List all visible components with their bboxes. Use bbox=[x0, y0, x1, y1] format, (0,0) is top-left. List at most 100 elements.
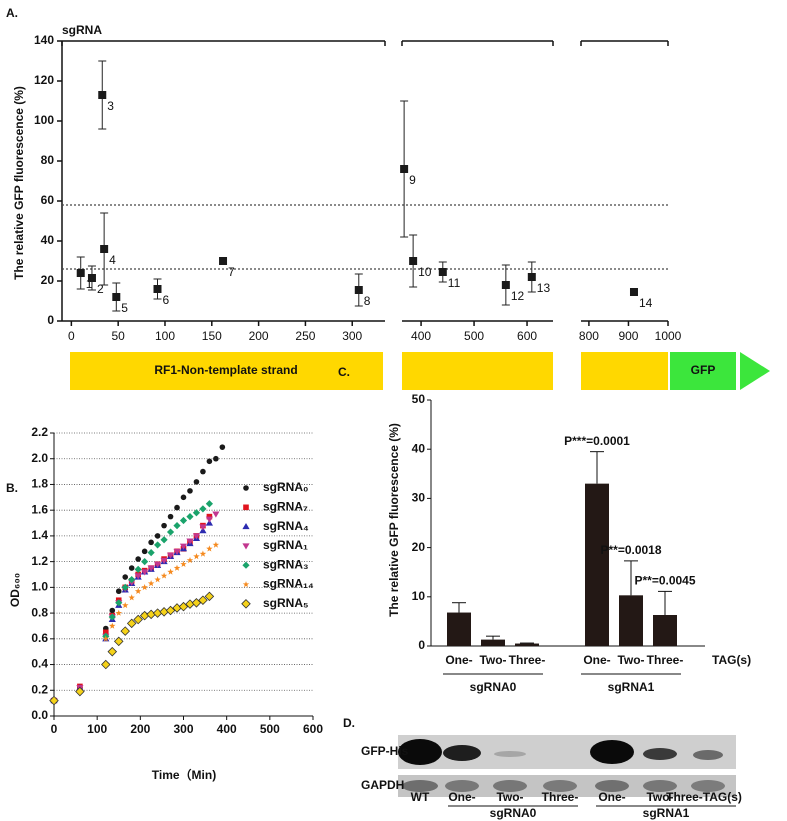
point-label: 7 bbox=[228, 265, 235, 279]
point bbox=[154, 561, 162, 568]
point bbox=[186, 557, 194, 564]
point bbox=[148, 539, 154, 546]
point-label: 6 bbox=[162, 293, 169, 307]
x-tick-label: 200 bbox=[249, 329, 269, 343]
x-tick-label: 50 bbox=[111, 329, 125, 343]
point-label: 3 bbox=[107, 99, 114, 113]
panel-label: D. bbox=[343, 716, 355, 730]
point bbox=[147, 565, 155, 572]
point-label: 13 bbox=[537, 281, 551, 295]
point bbox=[193, 553, 200, 560]
y-tick-label: 0 bbox=[47, 313, 54, 327]
lane-label: One- bbox=[448, 790, 475, 804]
point bbox=[219, 444, 226, 450]
legend-label: sgRNA₃ bbox=[263, 557, 309, 571]
x-tick-label: 100 bbox=[87, 722, 107, 736]
point bbox=[199, 550, 207, 557]
point bbox=[121, 583, 129, 591]
bar bbox=[481, 639, 505, 646]
bar bbox=[585, 483, 609, 646]
point bbox=[126, 618, 137, 629]
point bbox=[108, 613, 116, 621]
point bbox=[173, 564, 181, 571]
band bbox=[493, 780, 527, 792]
point bbox=[141, 584, 148, 591]
y-tick-label: 1.4 bbox=[31, 528, 48, 542]
point bbox=[115, 609, 122, 616]
legend-marker bbox=[241, 599, 251, 609]
y-tick-label: 40 bbox=[41, 233, 55, 247]
x-tick-label: 400 bbox=[411, 329, 431, 343]
western-blot bbox=[398, 735, 736, 807]
bar bbox=[515, 643, 539, 646]
point-label: 14 bbox=[639, 296, 653, 310]
point-label: 1 bbox=[86, 277, 93, 291]
point bbox=[160, 557, 168, 564]
lane-label: Two- bbox=[646, 790, 673, 804]
point bbox=[354, 286, 363, 294]
y-tick-label: 30 bbox=[412, 491, 426, 505]
y-tick-label: 40 bbox=[412, 441, 426, 455]
x-tick-label: 1000 bbox=[655, 329, 682, 343]
point bbox=[107, 646, 118, 657]
point bbox=[199, 505, 207, 513]
point bbox=[103, 629, 109, 636]
annotation: P***=0.0001 bbox=[564, 434, 630, 448]
band bbox=[494, 751, 526, 757]
point bbox=[527, 273, 536, 281]
y-tick-label: 60 bbox=[41, 193, 55, 207]
x-tick-label: One- bbox=[583, 653, 610, 667]
y-tick-label: 50 bbox=[412, 392, 426, 406]
y-tick-label: 2.0 bbox=[31, 451, 48, 465]
x-tick-label: Three- bbox=[647, 653, 684, 667]
x-tick-label: 600 bbox=[517, 329, 537, 343]
bar bbox=[447, 612, 471, 646]
point bbox=[115, 588, 122, 595]
point bbox=[102, 635, 109, 642]
point bbox=[141, 569, 149, 576]
y-tick-label: 0.8 bbox=[31, 605, 48, 619]
point bbox=[199, 524, 207, 531]
point-label: 5 bbox=[121, 301, 128, 315]
point-label: 12 bbox=[511, 289, 525, 303]
point bbox=[206, 545, 213, 552]
annotation: P**=0.0045 bbox=[634, 574, 695, 588]
point-label: 10 bbox=[418, 265, 432, 279]
y-tick-label: 0.2 bbox=[31, 682, 48, 696]
point bbox=[120, 626, 130, 636]
x-tick-label: 900 bbox=[618, 329, 638, 343]
point bbox=[134, 587, 142, 594]
x-axis-title: sgRNA bbox=[62, 23, 102, 37]
group-label: sgRNA1 bbox=[643, 806, 690, 820]
legend-marker bbox=[243, 485, 249, 491]
point bbox=[113, 636, 124, 647]
point bbox=[134, 573, 142, 580]
x-tick-label: 300 bbox=[342, 329, 362, 343]
lane-label: One- bbox=[598, 790, 625, 804]
legend-marker bbox=[242, 561, 250, 569]
x-tick-label: 800 bbox=[579, 329, 599, 343]
point bbox=[112, 293, 121, 301]
point bbox=[154, 576, 161, 583]
point bbox=[186, 513, 194, 521]
y-tick-label: 1.2 bbox=[31, 554, 48, 568]
point bbox=[167, 513, 174, 520]
y-tick-label: 0 bbox=[418, 638, 425, 652]
y-tick-label: 20 bbox=[412, 540, 426, 554]
x-axis-title: Time（Min) bbox=[152, 767, 216, 782]
gene-block bbox=[70, 352, 383, 390]
legend-marker bbox=[243, 504, 249, 511]
point bbox=[205, 516, 213, 523]
band bbox=[543, 780, 577, 792]
y-tick-label: 1.0 bbox=[31, 580, 48, 594]
y-tick-label: 1.6 bbox=[31, 502, 48, 516]
panel-label: A. bbox=[6, 6, 18, 20]
point-label: 8 bbox=[364, 294, 371, 308]
lane-label: WT bbox=[411, 790, 430, 804]
x-tick-label: 100 bbox=[155, 329, 175, 343]
band bbox=[445, 780, 479, 792]
legend-label: sgRNA₄ bbox=[263, 519, 309, 533]
point bbox=[166, 528, 175, 536]
point-label: 9 bbox=[409, 173, 416, 187]
